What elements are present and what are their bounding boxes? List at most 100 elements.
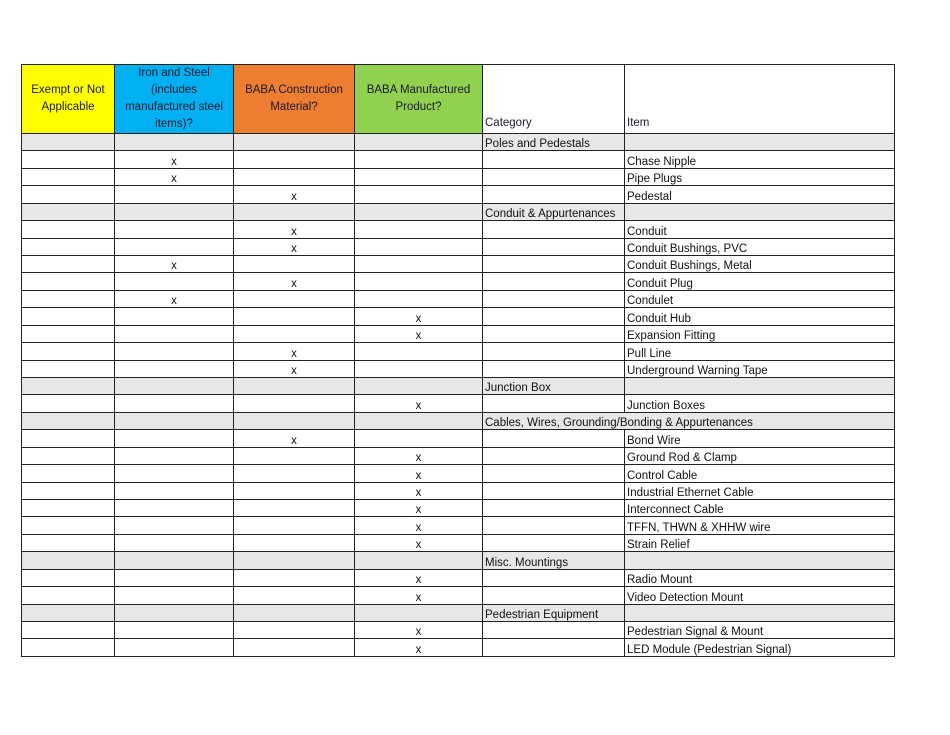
mark-cell bbox=[21, 377, 115, 396]
mark-cell bbox=[114, 621, 234, 640]
mark-cell bbox=[114, 429, 234, 448]
mark-cell bbox=[354, 185, 483, 204]
mark-cell bbox=[21, 133, 115, 152]
category-cell: Conduit & Appurtenances bbox=[482, 202, 625, 222]
category-cell bbox=[482, 499, 625, 518]
mark-cell: x bbox=[354, 516, 483, 535]
mark-cell bbox=[233, 167, 355, 187]
mark-cell bbox=[114, 220, 234, 239]
mark-cell bbox=[233, 255, 355, 274]
item-cell: Pedestal bbox=[624, 185, 895, 204]
mark-cell: x bbox=[354, 481, 483, 501]
mark-cell bbox=[21, 167, 115, 187]
category-cell bbox=[482, 307, 625, 326]
mark-cell bbox=[21, 429, 115, 448]
mark-cell bbox=[354, 167, 483, 187]
item-cell: Radio Mount bbox=[624, 568, 895, 588]
category-cell bbox=[482, 586, 625, 605]
item-cell: Expansion Fitting bbox=[624, 324, 895, 344]
mark-cell bbox=[233, 307, 355, 326]
item-cell: Underground Warning Tape bbox=[624, 359, 895, 378]
mark-cell bbox=[233, 150, 355, 169]
category-cell bbox=[482, 289, 625, 309]
mark-cell bbox=[21, 411, 115, 431]
mark-cell bbox=[21, 638, 115, 657]
mark-cell bbox=[233, 481, 355, 501]
mark-cell bbox=[233, 202, 355, 222]
item-cell: LED Module (Pedestrian Signal) bbox=[624, 638, 895, 657]
category-cell bbox=[482, 533, 625, 553]
mark-cell bbox=[114, 533, 234, 553]
mark-cell: x bbox=[233, 272, 355, 291]
mark-cell bbox=[354, 342, 483, 361]
mark-cell bbox=[21, 307, 115, 326]
category-cell: Pedestrian Equipment bbox=[482, 603, 625, 623]
mark-cell bbox=[114, 499, 234, 518]
mark-cell bbox=[233, 603, 355, 623]
mark-cell bbox=[21, 586, 115, 605]
mark-cell: x bbox=[354, 394, 483, 413]
mark-cell bbox=[114, 411, 234, 431]
mark-cell bbox=[233, 551, 355, 570]
mark-cell bbox=[114, 185, 234, 204]
category-cell: Poles and Pedestals bbox=[482, 133, 625, 152]
item-cell bbox=[624, 603, 895, 623]
mark-cell bbox=[114, 202, 234, 222]
header-cell: Iron and Steel (includes manufactured st… bbox=[114, 64, 234, 134]
mark-cell bbox=[21, 621, 115, 640]
category-cell bbox=[482, 342, 625, 361]
category-cell bbox=[482, 237, 625, 256]
category-cell bbox=[482, 324, 625, 344]
mark-cell: x bbox=[354, 533, 483, 553]
mark-cell bbox=[354, 255, 483, 274]
item-cell bbox=[624, 551, 895, 570]
mark-cell: x bbox=[233, 359, 355, 378]
mark-cell bbox=[354, 551, 483, 570]
mark-cell: x bbox=[233, 237, 355, 256]
mark-cell bbox=[21, 551, 115, 570]
mark-cell: x bbox=[354, 586, 483, 605]
header-cell: BABA Construction Material? bbox=[233, 64, 355, 134]
item-cell: Bond Wire bbox=[624, 429, 895, 448]
category-cell bbox=[482, 167, 625, 187]
mark-cell bbox=[233, 411, 355, 431]
category-cell bbox=[482, 272, 625, 291]
mark-cell bbox=[21, 202, 115, 222]
mark-cell: x bbox=[354, 499, 483, 518]
mark-cell bbox=[233, 324, 355, 344]
item-cell: Pull Line bbox=[624, 342, 895, 361]
item-cell: Ground Rod & Clamp bbox=[624, 446, 895, 466]
item-cell: Control Cable bbox=[624, 464, 895, 483]
mark-cell: x bbox=[114, 289, 234, 309]
header-cell: Item bbox=[624, 64, 895, 134]
mark-cell: x bbox=[354, 638, 483, 657]
mark-cell bbox=[233, 499, 355, 518]
mark-cell bbox=[233, 568, 355, 588]
item-cell: Conduit Bushings, Metal bbox=[624, 255, 895, 274]
category-cell bbox=[482, 255, 625, 274]
item-cell: Strain Relief bbox=[624, 533, 895, 553]
mark-cell bbox=[21, 342, 115, 361]
item-cell bbox=[624, 377, 895, 396]
mark-cell bbox=[21, 237, 115, 256]
mark-cell bbox=[21, 255, 115, 274]
category-cell: Misc. Mountings bbox=[482, 551, 625, 570]
item-cell: Condulet bbox=[624, 289, 895, 309]
item-cell: Video Detection Mount bbox=[624, 586, 895, 605]
item-cell bbox=[624, 133, 895, 152]
mark-cell bbox=[114, 603, 234, 623]
category-cell bbox=[482, 359, 625, 378]
category-cell bbox=[482, 220, 625, 239]
mark-cell bbox=[21, 150, 115, 169]
mark-cell bbox=[233, 516, 355, 535]
mark-cell bbox=[233, 289, 355, 309]
mark-cell bbox=[21, 464, 115, 483]
category-cell bbox=[482, 446, 625, 466]
mark-cell bbox=[354, 411, 483, 431]
mark-cell bbox=[21, 394, 115, 413]
mark-cell: x bbox=[354, 324, 483, 344]
item-cell: Pedestrian Signal & Mount bbox=[624, 621, 895, 640]
mark-cell bbox=[114, 586, 234, 605]
